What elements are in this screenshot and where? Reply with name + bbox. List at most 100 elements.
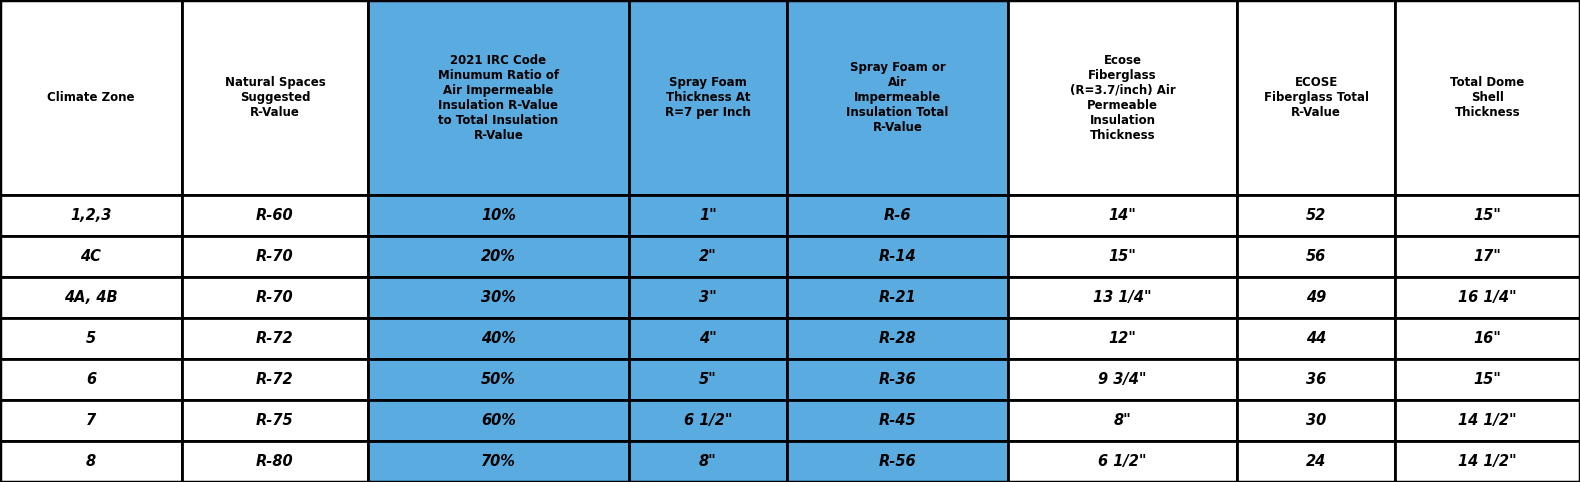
Bar <box>1395 236 1580 277</box>
Bar <box>368 318 629 359</box>
Bar <box>0 236 182 277</box>
Bar <box>0 318 182 359</box>
Text: 36: 36 <box>1307 372 1326 387</box>
Text: 50%: 50% <box>480 372 517 387</box>
Bar <box>787 236 1008 277</box>
Bar <box>368 236 629 277</box>
Text: 14 1/2": 14 1/2" <box>1458 413 1517 428</box>
Bar <box>1395 195 1580 236</box>
Bar <box>629 441 787 482</box>
Text: 8": 8" <box>1114 413 1131 428</box>
Text: 8": 8" <box>698 454 717 469</box>
Bar <box>1237 195 1395 236</box>
Bar <box>368 441 629 482</box>
Text: 16": 16" <box>1474 331 1501 346</box>
Text: 70%: 70% <box>480 454 517 469</box>
Text: 12": 12" <box>1109 331 1136 346</box>
Text: 5": 5" <box>698 372 717 387</box>
Text: 3": 3" <box>698 290 717 305</box>
Bar <box>629 400 787 441</box>
Bar <box>787 277 1008 318</box>
Text: 4C: 4C <box>81 249 101 264</box>
Text: R-36: R-36 <box>878 372 916 387</box>
Bar <box>629 318 787 359</box>
Bar <box>1008 441 1237 482</box>
Bar <box>1395 441 1580 482</box>
Bar <box>787 400 1008 441</box>
Bar <box>629 0 787 195</box>
Text: R-75: R-75 <box>256 413 294 428</box>
Bar <box>368 400 629 441</box>
Text: 30%: 30% <box>480 290 517 305</box>
Text: 30: 30 <box>1307 413 1326 428</box>
Text: R-14: R-14 <box>878 249 916 264</box>
Text: R-56: R-56 <box>878 454 916 469</box>
Bar <box>787 318 1008 359</box>
Text: Spray Foam or
Air
Impermeable
Insulation Total
R-Value: Spray Foam or Air Impermeable Insulation… <box>847 61 948 134</box>
Bar <box>368 195 629 236</box>
Text: 60%: 60% <box>480 413 517 428</box>
Text: 1,2,3: 1,2,3 <box>70 208 112 223</box>
Bar <box>1395 359 1580 400</box>
Bar <box>1395 277 1580 318</box>
Text: 6: 6 <box>85 372 96 387</box>
Bar <box>1395 0 1580 195</box>
Text: R-70: R-70 <box>256 249 294 264</box>
Bar <box>0 195 182 236</box>
Bar <box>368 359 629 400</box>
Text: 56: 56 <box>1307 249 1326 264</box>
Bar <box>368 0 629 195</box>
Bar <box>0 441 182 482</box>
Bar <box>182 359 368 400</box>
Bar <box>629 236 787 277</box>
Text: 52: 52 <box>1307 208 1326 223</box>
Text: 49: 49 <box>1307 290 1326 305</box>
Bar <box>182 400 368 441</box>
Text: ECOSE
Fiberglass Total
R-Value: ECOSE Fiberglass Total R-Value <box>1264 76 1368 119</box>
Text: R-70: R-70 <box>256 290 294 305</box>
Bar <box>182 195 368 236</box>
Bar <box>787 441 1008 482</box>
Bar <box>1237 318 1395 359</box>
Text: 2021 IRC Code
Minumum Ratio of
Air Impermeable
Insulation R-Value
to Total Insul: 2021 IRC Code Minumum Ratio of Air Imper… <box>438 54 559 142</box>
Text: Climate Zone: Climate Zone <box>47 91 134 104</box>
Text: 16 1/4": 16 1/4" <box>1458 290 1517 305</box>
Text: Natural Spaces
Suggested
R-Value: Natural Spaces Suggested R-Value <box>224 76 325 119</box>
Text: 13 1/4": 13 1/4" <box>1093 290 1152 305</box>
Bar <box>1237 359 1395 400</box>
Bar <box>1395 400 1580 441</box>
Text: 6 1/2": 6 1/2" <box>684 413 732 428</box>
Bar <box>1237 400 1395 441</box>
Text: 20%: 20% <box>480 249 517 264</box>
Bar <box>1008 195 1237 236</box>
Text: 24: 24 <box>1307 454 1326 469</box>
Text: R-28: R-28 <box>878 331 916 346</box>
Text: R-45: R-45 <box>878 413 916 428</box>
Bar <box>182 0 368 195</box>
Text: 44: 44 <box>1307 331 1326 346</box>
Bar <box>787 0 1008 195</box>
Bar <box>0 0 182 195</box>
Bar <box>0 277 182 318</box>
Text: R-21: R-21 <box>878 290 916 305</box>
Bar <box>1008 0 1237 195</box>
Text: 17": 17" <box>1474 249 1501 264</box>
Bar <box>182 277 368 318</box>
Bar <box>1237 0 1395 195</box>
Bar <box>368 277 629 318</box>
Bar <box>1008 318 1237 359</box>
Text: Spray Foam
Thickness At
R=7 per Inch: Spray Foam Thickness At R=7 per Inch <box>665 76 750 119</box>
Text: R-6: R-6 <box>883 208 912 223</box>
Text: 6 1/2": 6 1/2" <box>1098 454 1147 469</box>
Bar <box>0 359 182 400</box>
Bar <box>1237 277 1395 318</box>
Bar <box>1008 359 1237 400</box>
Bar <box>1008 400 1237 441</box>
Text: 40%: 40% <box>480 331 517 346</box>
Text: 1": 1" <box>698 208 717 223</box>
Text: 5: 5 <box>85 331 96 346</box>
Bar <box>787 195 1008 236</box>
Bar <box>787 359 1008 400</box>
Text: 15": 15" <box>1474 208 1501 223</box>
Text: Ecose
Fiberglass
(R=3.7/inch) Air
Permeable
Insulation
Thickness: Ecose Fiberglass (R=3.7/inch) Air Permea… <box>1070 54 1176 142</box>
